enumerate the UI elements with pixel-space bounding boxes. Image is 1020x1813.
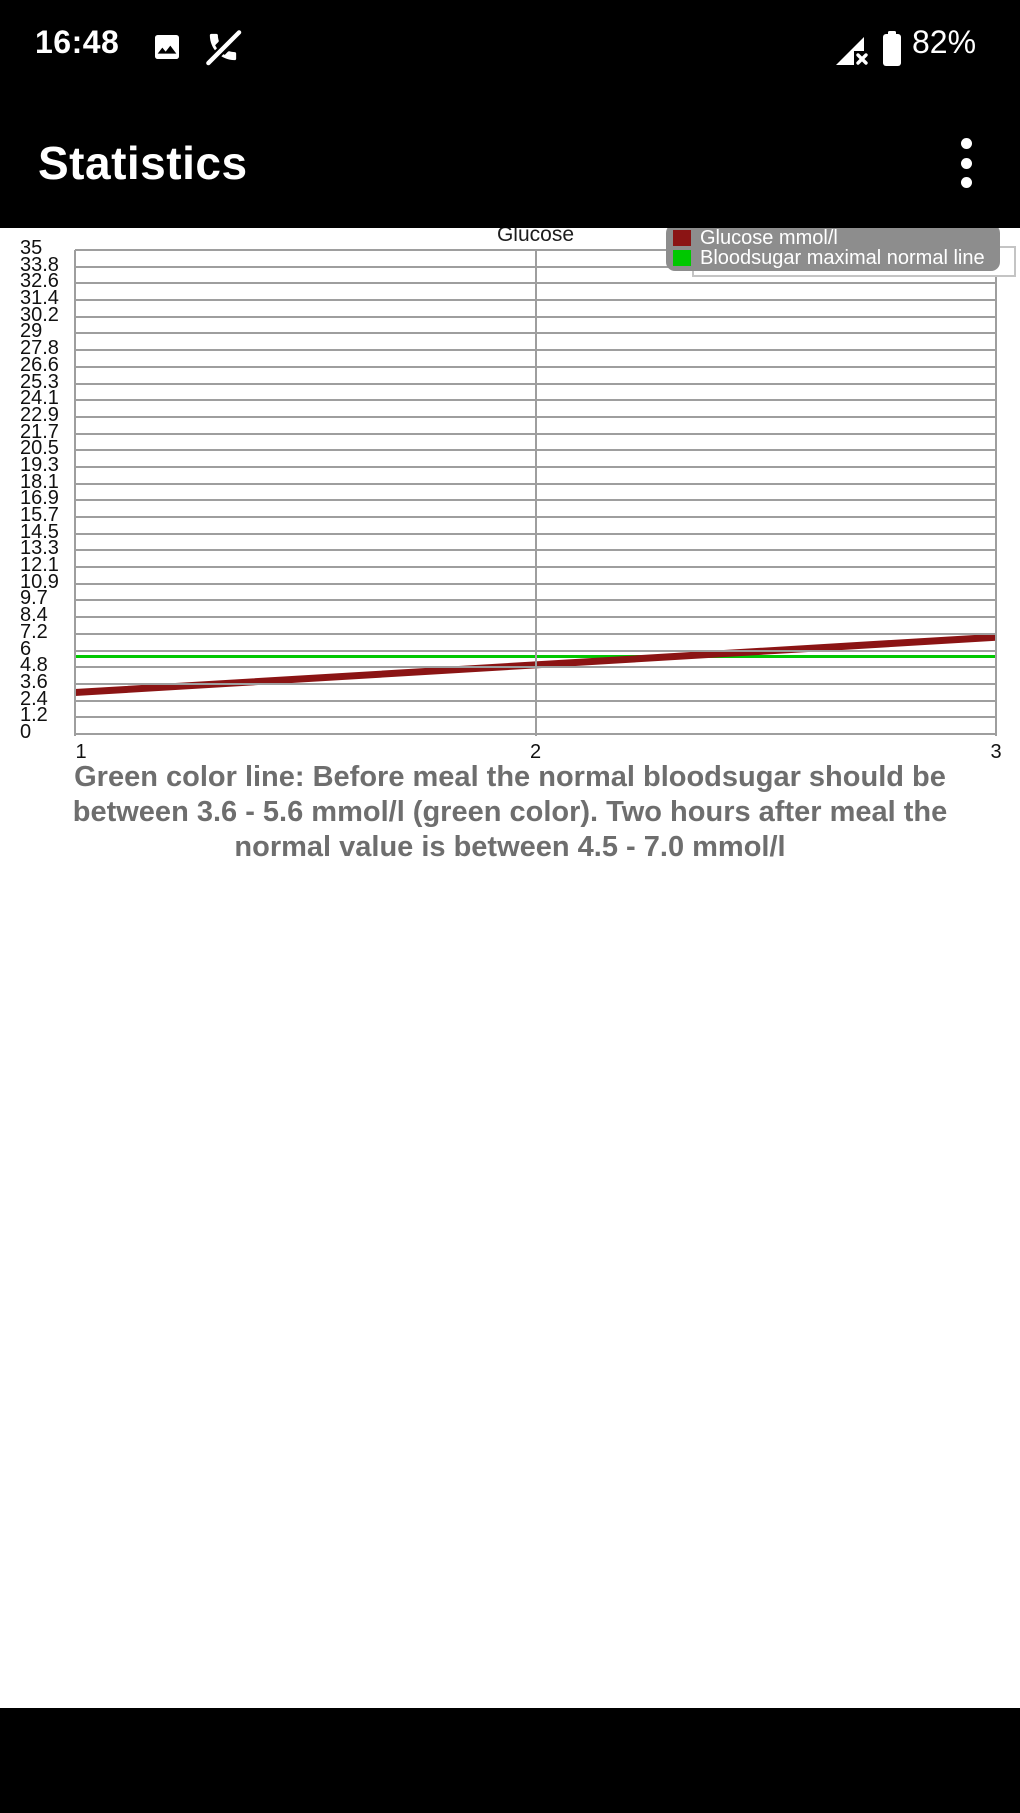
- chart-legend: Glucose mmol/l Bloodsugar maximal normal …: [666, 224, 1000, 271]
- legend-label: Glucose mmol/l: [700, 226, 838, 249]
- navigation-bar: [0, 1708, 1020, 1813]
- y-tick-label: 8.4: [20, 604, 48, 627]
- y-tick-label: 16.9: [20, 487, 59, 510]
- y-tick-label: 26.6: [20, 353, 59, 376]
- legend-item: Glucose mmol/l: [673, 226, 993, 249]
- menu-dot: [960, 157, 972, 169]
- menu-dot: [960, 138, 972, 149]
- top-bar: 16:48: [0, 0, 1020, 228]
- x-gridline: [534, 250, 537, 736]
- y-tick-label: 30.2: [20, 303, 59, 326]
- y-tick-label: 25.3: [20, 370, 59, 393]
- phone-missed-icon: [202, 28, 244, 67]
- x-tick-label: 3: [990, 741, 1002, 763]
- chart-note: Green color line: Before meal the normal…: [72, 761, 948, 863]
- x-tick-label: 2: [529, 741, 542, 763]
- status-time: 16:48: [35, 24, 120, 60]
- y-tick-label: 27.8: [20, 337, 59, 360]
- y-tick-label: 24.1: [20, 387, 59, 410]
- y-tick-label: 6: [20, 637, 32, 660]
- chart-title: Glucose: [496, 223, 575, 246]
- legend-color-swatch: [673, 229, 691, 246]
- overflow-menu-icon[interactable]: [954, 138, 978, 188]
- y-tick-label: 7.2: [20, 620, 48, 643]
- y-tick-label: 35: [20, 237, 43, 259]
- y-tick-label: 13.3: [20, 537, 59, 560]
- y-tick-label: 19.3: [20, 453, 59, 476]
- y-tick-label: 0: [20, 721, 32, 743]
- y-tick-label: 4.8: [20, 654, 48, 677]
- y-tick-label: 14.5: [20, 520, 59, 543]
- y-tick-label: 31.4: [20, 287, 59, 310]
- photo-notification-icon: [150, 31, 184, 63]
- y-tick-label: 1.2: [20, 704, 48, 727]
- legend-item: Bloodsugar maximal normal line: [673, 246, 993, 269]
- legend-color-swatch: [673, 249, 691, 266]
- y-tick-label: 10.9: [20, 570, 59, 593]
- y-tick-label: 18.1: [20, 470, 59, 493]
- legend-label: Bloodsugar maximal normal line: [700, 246, 985, 269]
- y-tick-label: 33.8: [20, 253, 59, 276]
- page-title: Statistics: [38, 137, 248, 189]
- y-tick-label: 29: [20, 320, 43, 343]
- battery-icon: [880, 30, 904, 68]
- y-tick-label: 32.6: [20, 270, 59, 293]
- y-tick-label: 3.6: [20, 670, 48, 693]
- x-gridline: [74, 250, 76, 736]
- y-tick-label: 9.7: [20, 587, 48, 610]
- y-tick-label: 22.9: [20, 403, 59, 426]
- x-gridline: [995, 250, 997, 736]
- y-tick-label: 15.7: [20, 504, 59, 527]
- battery-percent: 82%: [912, 24, 977, 60]
- signal-no-network-icon: [832, 35, 870, 67]
- y-tick-label: 2.4: [20, 687, 48, 710]
- y-tick-label: 12.1: [20, 554, 59, 577]
- x-tick-label: 1: [75, 741, 87, 763]
- menu-dot: [960, 177, 972, 188]
- y-tick-label: 20.5: [20, 437, 59, 460]
- y-tick-label: 21.7: [20, 420, 59, 443]
